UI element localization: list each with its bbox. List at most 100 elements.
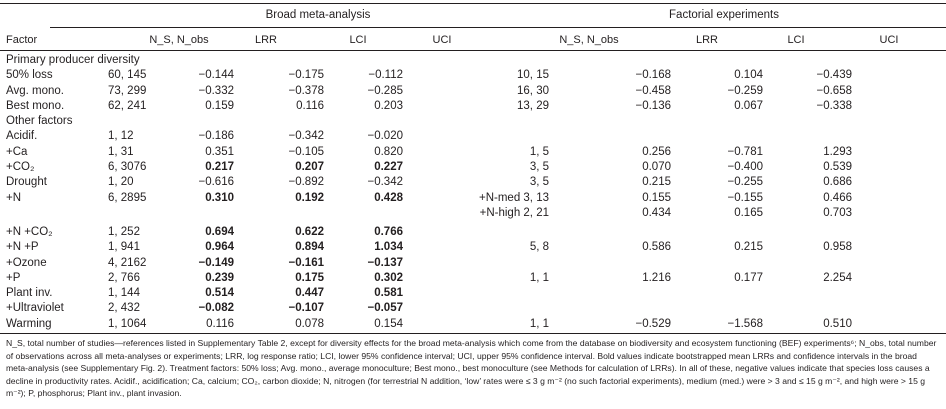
- table-footnote: N_S, total number of studies—references …: [6, 337, 941, 400]
- factor-cell: Warming: [6, 317, 52, 330]
- broad-uci-cell: −0.137: [367, 256, 404, 269]
- factor-cell: Drought: [6, 176, 47, 189]
- broad-lci-cell: 0.078: [295, 317, 324, 330]
- broad-n-cell: 4, 2162: [108, 256, 147, 269]
- factorial-lci-cell: [671, 301, 763, 316]
- table-row: +P 2, 766 0.239 0.175 0.302 1, 1 1.216 0.177 2.2…: [6, 271, 852, 286]
- factor-cell: 50% loss: [6, 69, 53, 82]
- broad-uci-cell: 0.203: [374, 99, 403, 112]
- factorial-n-cell: [443, 129, 549, 144]
- table-row: +Ozone 4, 2162 −0.149 −0.161 −0.137: [6, 256, 852, 271]
- factorial-n-cell: [443, 301, 549, 316]
- factorial-lrr-cell: [549, 129, 671, 144]
- factorial-n-cell: 3, 5: [529, 176, 549, 189]
- broad-lci-cell: −0.175: [288, 69, 325, 82]
- group-header-factorial: Factorial experiments: [669, 9, 779, 21]
- table-row: Drought 1, 20 −0.616 −0.892 −0.342 3, 5 0.215 −…: [6, 175, 852, 190]
- broad-lrr-cell: 0.351: [205, 145, 234, 158]
- broad-lci-cell: −0.161: [288, 256, 325, 269]
- broad-uci-cell: −0.020: [367, 130, 404, 143]
- factorial-lrr-cell: [549, 301, 671, 316]
- factorial-uci-cell: [763, 301, 852, 316]
- spacer-cell: [403, 160, 443, 175]
- factorial-lci-cell: [671, 129, 763, 144]
- col-header-uci-broad: UCI: [432, 34, 452, 46]
- factorial-lrr-cell: −0.136: [635, 99, 672, 112]
- broad-lrr-cell: [162, 206, 234, 221]
- factorial-n-cell: +N-high 2, 21: [479, 206, 549, 219]
- factorial-lci-cell: 0.104: [734, 69, 763, 82]
- factorial-lrr-cell: 0.256: [642, 145, 671, 158]
- table-bottom-rule: [0, 333, 946, 334]
- broad-n-cell: 1, 20: [108, 176, 134, 189]
- factorial-n-cell: 1, 1: [529, 271, 549, 284]
- factorial-n-cell: [443, 256, 549, 271]
- broad-uci-cell: −0.342: [367, 176, 404, 189]
- factor-cell: Plant inv.: [6, 287, 53, 300]
- broad-n-cell: 2, 766: [108, 271, 140, 284]
- factorial-lci-cell: −0.155: [727, 191, 764, 204]
- spacer-cell: [403, 145, 443, 160]
- results-table: Primary producer diversity 50% loss 60, 14…: [6, 53, 852, 332]
- factor-cell: +Ozone: [6, 256, 47, 269]
- table-row: +N-high 2, 21 0.434 0.165 0.703: [6, 206, 852, 221]
- broad-lrr-cell: 0.694: [205, 225, 234, 238]
- broad-lci-cell: −0.107: [288, 302, 325, 315]
- broad-lci-cell: 0.192: [295, 191, 324, 204]
- table-row: +CO₂ 6, 3076 0.217 0.207 0.227 3, 5 0.070 −0.40…: [6, 160, 852, 175]
- spacer-cell: [403, 240, 443, 255]
- col-header-n-broad: N_S, N_obs: [149, 34, 209, 46]
- factorial-lci-cell: −0.400: [727, 161, 764, 174]
- factorial-uci-cell: 0.958: [823, 241, 852, 254]
- factorial-lrr-cell: [549, 221, 671, 240]
- factorial-lrr-cell: [549, 256, 671, 271]
- factorial-uci-cell: 0.466: [823, 191, 852, 204]
- broad-lci-cell: 0.622: [295, 225, 324, 238]
- broad-lci-cell: −0.892: [288, 176, 325, 189]
- broad-n-cell: 62, 241: [108, 99, 147, 112]
- factor-cell: [6, 206, 108, 221]
- broad-lrr-cell: −0.082: [198, 302, 235, 315]
- broad-lci-cell: [234, 206, 324, 221]
- factorial-lrr-cell: 0.434: [642, 206, 671, 219]
- broad-n-cell: 1, 1064: [108, 317, 147, 330]
- group-header-broad: Broad meta-analysis: [265, 9, 371, 21]
- spacer-cell: [403, 271, 443, 286]
- col-header-uci-factorial: UCI: [879, 34, 899, 46]
- broad-lrr-cell: −0.332: [198, 84, 235, 97]
- broad-uci-cell: −0.112: [368, 69, 403, 82]
- spacer-cell: [403, 221, 443, 240]
- factorial-uci-cell: [763, 221, 852, 240]
- group-rule-factorial: [510, 27, 946, 28]
- factorial-n-cell: 5, 8: [529, 241, 549, 254]
- factorial-lrr-cell: −0.168: [635, 69, 672, 82]
- col-header-lci-broad: LCI: [349, 34, 367, 46]
- spacer-cell: [403, 129, 443, 144]
- factorial-uci-cell: −0.338: [816, 99, 853, 112]
- factorial-lci-cell: [671, 286, 763, 301]
- table-top-rule: [0, 3, 946, 4]
- broad-lci-cell: 0.894: [295, 241, 324, 254]
- factorial-uci-cell: 0.539: [823, 161, 852, 174]
- factorial-uci-cell: [763, 256, 852, 271]
- spacer-cell: [403, 317, 443, 332]
- broad-n-cell: 1, 941: [108, 241, 140, 254]
- factorial-uci-cell: −0.439: [816, 69, 853, 82]
- factorial-lrr-cell: 0.215: [642, 176, 671, 189]
- broad-lrr-cell: 0.310: [205, 191, 234, 204]
- broad-lrr-cell: 0.964: [205, 241, 234, 254]
- broad-n-cell: 1, 31: [108, 145, 134, 158]
- broad-uci-cell: 0.154: [374, 317, 403, 330]
- factorial-n-cell: [443, 221, 549, 240]
- spacer-cell: [403, 301, 443, 316]
- broad-uci-cell: −0.285: [367, 84, 404, 97]
- factor-cell: Acidif.: [6, 130, 38, 143]
- factorial-n-cell: +N-med 3, 13: [479, 191, 549, 204]
- section-title: Primary producer diversity: [6, 54, 140, 66]
- factorial-lci-cell: −1.568: [727, 317, 764, 330]
- factorial-n-cell: 1, 5: [529, 145, 549, 158]
- broad-uci-cell: −0.057: [367, 302, 404, 315]
- factorial-uci-cell: [763, 129, 852, 144]
- factorial-lci-cell: −0.259: [727, 84, 764, 97]
- table-row: Warming 1, 1064 0.116 0.078 0.154 1, 1 −0.529 −…: [6, 317, 852, 332]
